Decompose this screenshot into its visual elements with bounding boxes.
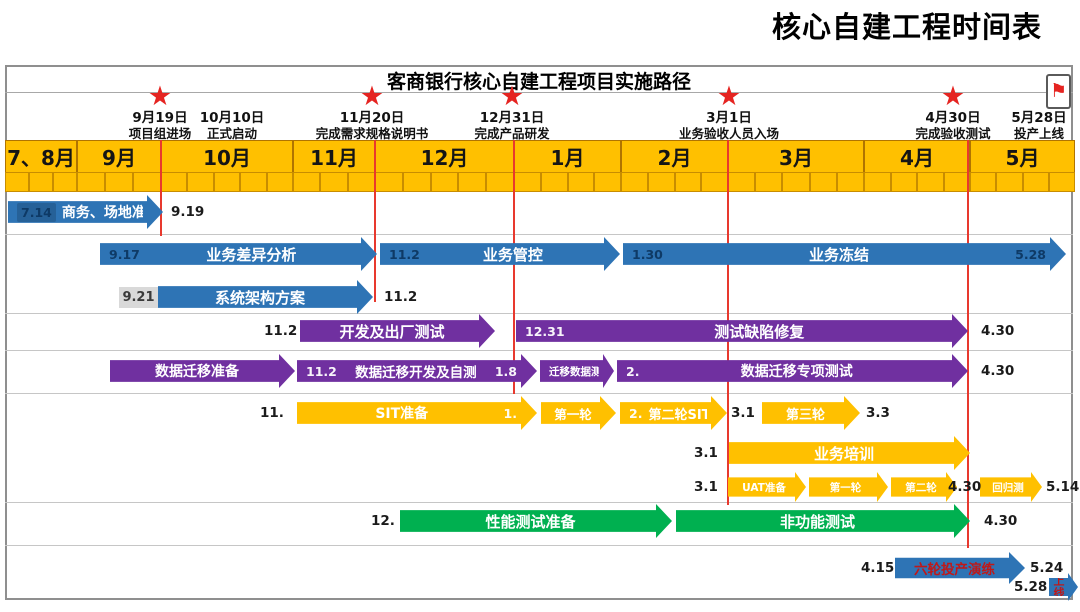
milestone-label: 4月30日 完成验收测试 [915,110,991,142]
week-cell [809,172,837,192]
gantt-date-label: 4.30 [948,479,982,495]
week-cell [943,172,970,192]
red-flag-icon: ⚑ [1046,74,1071,109]
week-cell [1022,172,1049,192]
week-cell [674,172,702,192]
month-cell: 10月 [161,140,293,173]
week-cell [755,172,783,192]
month-cell: 12月 [375,140,514,173]
week-cell [621,172,648,192]
gantt-date-label: 5.24 [1030,560,1064,576]
page-title: 核心自建工程时间表 [771,10,1042,44]
gantt-date-label: 11. [260,405,284,421]
week-cell [347,172,375,192]
milestone-star-icon: ★ [359,81,385,112]
month-cell: 2月 [621,140,728,173]
row-separator [5,350,1073,351]
week-cell [701,172,728,192]
week-cell [1048,172,1075,192]
week-cell [293,172,321,192]
timeline-red-line [374,140,376,302]
month-cell: 4月 [864,140,970,173]
week-cell [458,172,487,192]
week-cell [864,172,891,192]
gantt-date-label: 5.14 [1046,479,1080,495]
week-cell [187,172,214,192]
gantt-date-label: 5.28 [1014,579,1048,595]
week-cell [996,172,1023,192]
week-cell [594,172,621,192]
gantt-date-label: 4.15 [861,560,895,576]
week-cell [782,172,810,192]
row-separator [5,234,1073,235]
milestone-label: 5月28日 投产上线 [1011,110,1067,142]
week-cell [53,172,77,192]
chart-frame [5,65,1073,600]
week-cell [836,172,864,192]
week-cell [213,172,241,192]
month-cell: 7、8月 [5,140,77,173]
gantt-date-label: 12. [371,513,395,529]
gantt-date-label: 9.19 [171,204,205,220]
week-cell [567,172,595,192]
row-separator [5,502,1073,503]
milestone-label: 12月31日 完成产品研发 [474,110,550,142]
week-cell [105,172,133,192]
week-cell [133,172,161,192]
gantt-date-label: 3.1 [694,479,718,495]
week-cell [970,172,997,192]
timeline-red-line [160,140,162,236]
title-underline [5,92,1073,93]
week-cell [77,172,105,192]
week-cell [320,172,348,192]
month-cell: 5月 [970,140,1075,173]
gantt-date-label: 4.30 [981,323,1015,339]
week-cell [728,172,756,192]
task-box: 9.21 [119,286,158,308]
week-cell [375,172,403,192]
milestone-star-icon: ★ [499,81,525,112]
gantt-date-label: 11.2 [384,289,418,305]
milestone-label: 10月10日 正式启动 [199,110,265,142]
week-cell [514,172,541,192]
row-separator [5,545,1073,546]
milestone-label: 11月20日 完成需求规格说明书 [315,110,429,142]
month-cell: 11月 [293,140,375,173]
week-cell [402,172,431,192]
week-cell [890,172,917,192]
gantt-date-label: 3.1 [731,405,755,421]
month-cell: 1月 [514,140,621,173]
timeline-red-line [967,140,969,548]
flag-glyph: ⚑ [1049,80,1068,102]
milestone-star-icon: ★ [147,81,173,112]
milestone-label: 9月19日 项目组进场 [128,110,192,142]
milestone-label: 3月1日 业务验收人员入场 [678,110,780,142]
gantt-date-label: 3.3 [866,405,890,421]
milestone-star-icon: ★ [940,81,966,112]
chart-title: 客商银行核心自建工程项目实施路径 [386,71,691,93]
week-cell [29,172,53,192]
week-cell [266,172,293,192]
week-cell [430,172,459,192]
row-separator [5,313,1073,314]
row-separator [5,393,1073,394]
week-cell [647,172,675,192]
week-cell [161,172,188,192]
milestone-star-icon: ★ [716,81,742,112]
week-cell [240,172,267,192]
week-cell [5,172,29,192]
month-cell: 3月 [728,140,864,173]
gantt-date-label: 4.30 [984,513,1018,529]
month-cell: 9月 [77,140,161,173]
week-cell [486,172,514,192]
week-cell [917,172,944,192]
gantt-date-label: 11.2 [264,323,298,339]
gantt-date-label: 3.1 [694,445,718,461]
week-cell [540,172,568,192]
gantt-date-label: 4.30 [981,363,1015,379]
timeline-red-line [513,140,515,394]
